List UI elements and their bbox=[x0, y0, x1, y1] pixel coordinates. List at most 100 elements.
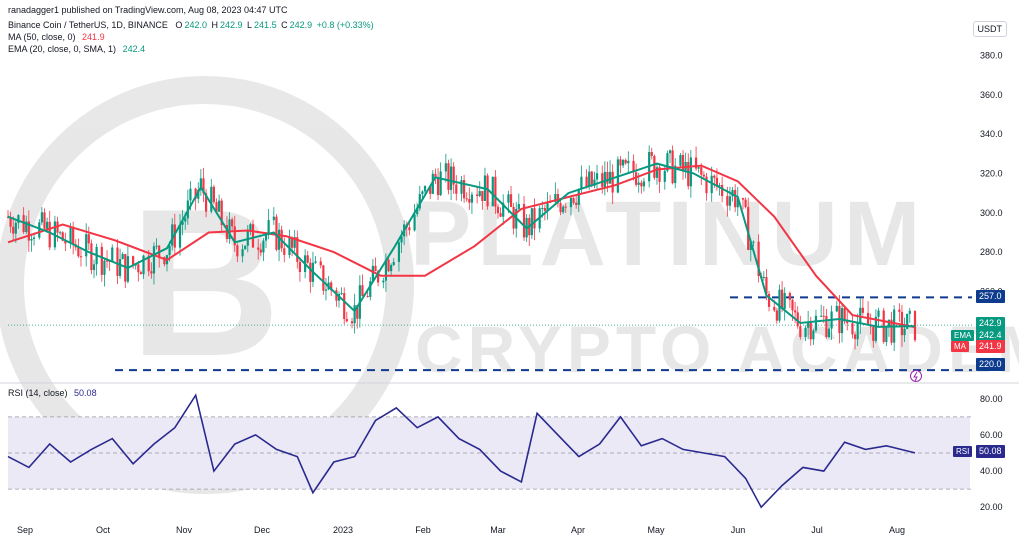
candle-body bbox=[72, 226, 75, 245]
candle-body bbox=[14, 222, 17, 234]
candle-body bbox=[290, 237, 294, 248]
candle-body bbox=[794, 310, 797, 313]
symbol-title: Binance Coin / TetherUS, 1D, BINANCE bbox=[8, 20, 168, 30]
candle-body bbox=[846, 321, 849, 324]
rsi-legend-label: RSI (14, close) bbox=[8, 388, 68, 398]
candle-body bbox=[671, 150, 674, 184]
x-axis-tick-3: Dec bbox=[254, 525, 271, 535]
ema-legend-value: 242.4 bbox=[122, 44, 146, 54]
candle-body bbox=[718, 184, 721, 186]
rsi-axis-tick-2: 40.00 bbox=[980, 466, 1003, 476]
candle-body bbox=[843, 308, 846, 322]
candle-body bbox=[449, 166, 453, 190]
candle-body bbox=[343, 293, 346, 320]
candle-body bbox=[783, 292, 786, 309]
level-tag-257: 257.0 bbox=[976, 290, 1005, 303]
candle-body bbox=[569, 197, 573, 208]
candle-body bbox=[25, 221, 28, 233]
current-price-tag: 242.9 bbox=[976, 317, 1005, 330]
candle-body bbox=[43, 212, 46, 229]
candle-body bbox=[218, 200, 221, 212]
candle-body bbox=[306, 255, 309, 263]
ema-tag-name: EMA bbox=[951, 330, 975, 341]
candle-body bbox=[17, 215, 20, 223]
candle-body bbox=[468, 198, 471, 203]
candle-body bbox=[744, 199, 747, 208]
candle-body bbox=[807, 321, 810, 328]
candle-body bbox=[105, 260, 109, 262]
candle-body bbox=[491, 176, 494, 207]
rsi-axis-tick-3: 20.00 bbox=[980, 502, 1003, 512]
candle-body bbox=[507, 194, 510, 203]
candle-body bbox=[171, 224, 174, 246]
rsi-legend[interactable]: RSI (14, close) 50.08 bbox=[8, 388, 97, 398]
candle-body bbox=[444, 163, 447, 172]
candle-body bbox=[861, 307, 864, 313]
ema-legend[interactable]: EMA (20, close, 0, SMA, 1) 242.4 bbox=[8, 44, 145, 54]
candle-body bbox=[522, 204, 526, 238]
candle-body bbox=[118, 259, 122, 276]
candle-body bbox=[85, 234, 88, 257]
candle-body bbox=[687, 162, 690, 187]
candle-body bbox=[79, 256, 83, 258]
candle-body bbox=[851, 323, 854, 335]
candle-body bbox=[585, 176, 588, 187]
publisher-line: ranadagger1 published on TradingView.com… bbox=[8, 5, 288, 15]
candle-body bbox=[103, 260, 106, 275]
candle-body bbox=[668, 150, 672, 154]
candle-body bbox=[392, 261, 395, 266]
candle-body bbox=[275, 216, 278, 250]
candle-body bbox=[155, 245, 158, 247]
candle-body bbox=[249, 224, 252, 231]
candle-body bbox=[314, 261, 317, 263]
candle-body bbox=[603, 171, 606, 187]
candle-body bbox=[658, 167, 661, 182]
candle-body bbox=[384, 259, 388, 281]
candle-body bbox=[356, 305, 359, 319]
candle-body bbox=[132, 256, 135, 266]
candle-body bbox=[840, 308, 844, 334]
ma-legend[interactable]: MA (50, close, 0) 241.9 bbox=[8, 32, 105, 42]
candle-body bbox=[369, 281, 372, 297]
candle-body bbox=[421, 191, 424, 195]
candle-body bbox=[87, 234, 90, 244]
candle-body bbox=[588, 171, 591, 187]
candle-body bbox=[478, 191, 481, 197]
candle-body bbox=[374, 265, 377, 272]
candle-body bbox=[30, 239, 33, 241]
candle-body bbox=[345, 319, 348, 322]
candle-body bbox=[298, 261, 302, 273]
candle-body bbox=[713, 175, 716, 178]
candle-body bbox=[543, 208, 547, 211]
candle-body bbox=[890, 319, 893, 343]
price-axis-tick-5: 280.0 bbox=[980, 247, 1003, 257]
candle-body bbox=[494, 176, 497, 207]
ma-tag-name: MA bbox=[951, 341, 969, 352]
candle-body bbox=[45, 221, 49, 229]
rsi-legend-value: 50.08 bbox=[74, 388, 97, 398]
candle-body bbox=[9, 217, 12, 227]
x-axis-tick-1: Oct bbox=[96, 525, 111, 535]
candle-body bbox=[650, 151, 653, 156]
candle-body bbox=[92, 264, 96, 271]
currency-button[interactable]: USDT bbox=[972, 21, 1007, 37]
candle-body bbox=[32, 237, 36, 240]
candle-body bbox=[694, 157, 698, 169]
candle-body bbox=[762, 277, 765, 279]
candle-body bbox=[546, 201, 549, 211]
candle-body bbox=[452, 166, 455, 185]
candle-body bbox=[387, 259, 390, 272]
candle-body bbox=[827, 328, 831, 338]
candle-body bbox=[556, 194, 560, 204]
candle-body bbox=[416, 208, 419, 215]
price-axis-tick-4: 300.0 bbox=[980, 208, 1003, 218]
candle-body bbox=[705, 176, 708, 194]
ma-price-tag: 241.9 bbox=[976, 340, 1005, 353]
candle-body bbox=[653, 155, 656, 178]
candle-body bbox=[533, 208, 536, 229]
candle-body bbox=[874, 316, 878, 341]
candle-body bbox=[666, 153, 669, 171]
candle-body bbox=[593, 179, 596, 186]
candle-body bbox=[804, 327, 807, 338]
candle-body bbox=[309, 262, 312, 282]
